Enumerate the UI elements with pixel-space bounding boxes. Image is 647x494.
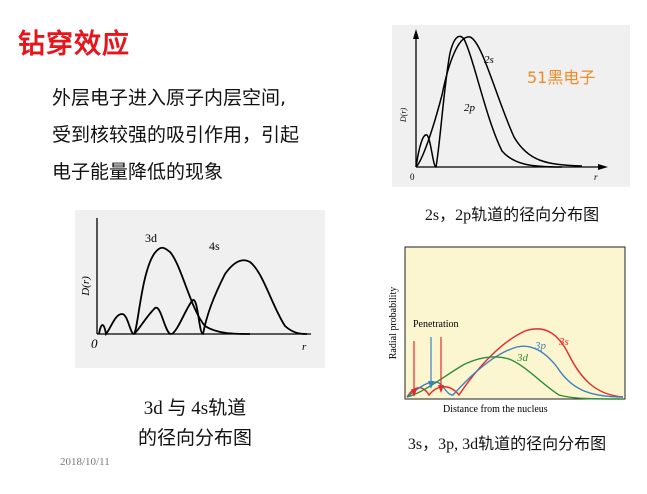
- label-3d: 3d: [145, 231, 157, 245]
- body-line: 电子能量降低的现象: [52, 161, 224, 183]
- figure-3s-3p-3d: Penetration 3s 3p 3d Distance from the n…: [383, 245, 628, 417]
- x-axis-label: r: [302, 341, 307, 353]
- curve-3p: [406, 345, 624, 398]
- caption-2s-2p: 2s，2p轨道的径向分布图: [424, 207, 600, 224]
- curve-2p: [415, 36, 583, 168]
- curve-3s: [406, 328, 624, 398]
- curve-3d: [406, 356, 624, 400]
- curve-2s: [415, 35, 563, 168]
- origin-label: 0: [410, 172, 415, 182]
- label-3s: 3s: [558, 336, 569, 348]
- y-axis-label: Radial probability: [388, 287, 399, 360]
- x-axis-arrow: [598, 164, 608, 170]
- body-line: 受到核较强的吸引作用，引起: [52, 124, 300, 146]
- y-axis-label: D(r): [399, 108, 408, 124]
- x-axis-label: r: [594, 172, 598, 182]
- y-axis-label: D(r): [80, 276, 92, 297]
- caption-line: 的径向分布图: [137, 428, 252, 449]
- penetration-arrowhead-3p: [428, 381, 434, 389]
- body-line: 外层电子进入原子内层空间,: [52, 87, 287, 109]
- penetration-label: Penetration: [413, 319, 459, 330]
- label-3p: 3p: [534, 340, 547, 352]
- label-3d: 3d: [516, 352, 529, 364]
- penetration-arrowhead-3s: [411, 389, 417, 397]
- annotation-label: 51黑电子: [527, 68, 595, 87]
- figure-2s-2p-plot: 2s 2p 51黑电子 0 r D(r): [399, 29, 608, 182]
- origin-label: 0: [91, 336, 98, 351]
- slide-title: 钻穿效应: [18, 29, 130, 60]
- plot-area: [404, 246, 626, 400]
- label-2p: 2p: [464, 102, 476, 114]
- label-4s: 4s: [209, 239, 220, 253]
- figure-3d-4s-plot: 3d 4s 0 r D(r): [80, 218, 311, 353]
- figure-3d-4s: 3d 4s 0 r D(r): [75, 210, 325, 368]
- x-axis-label: Distance from the nucleus: [443, 404, 548, 415]
- figure-3s-3p-3d-plot: Penetration 3s 3p 3d Distance from the n…: [388, 246, 626, 415]
- slide-date: 2018/10/11: [60, 456, 110, 468]
- curve-4s: [133, 259, 308, 335]
- label-2s: 2s: [484, 54, 494, 66]
- caption-line: 3d 与 4s轨道: [143, 398, 247, 419]
- penetration-arrowhead-3s-2: [438, 385, 444, 393]
- body-text: 外层电子进入原子内层空间, 受到核较强的吸引作用，引起 电子能量降低的现象: [52, 80, 382, 191]
- caption-3s-3p-3d: 3s，3p, 3d轨道的径向分布图: [407, 436, 607, 453]
- caption-3d-4s: 3d 与 4s轨道 的径向分布图: [90, 394, 300, 454]
- y-axis-arrow: [413, 29, 419, 39]
- figure-2s-2p: 2s 2p 51黑电子 0 r D(r): [392, 25, 630, 187]
- curve-3d: [98, 246, 251, 337]
